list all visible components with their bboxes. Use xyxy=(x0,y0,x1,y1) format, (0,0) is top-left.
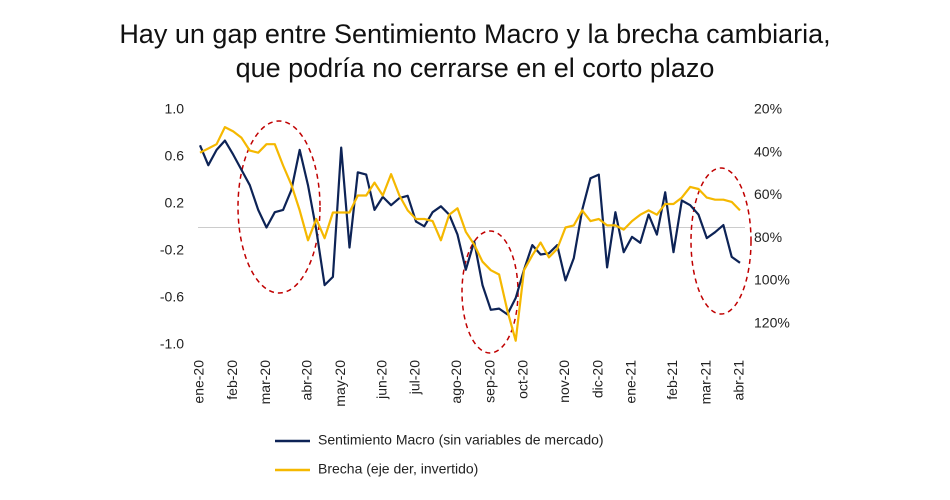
y2-tick-label: 80% xyxy=(754,229,782,245)
x-tick-label: feb-20 xyxy=(224,360,240,400)
series-line xyxy=(199,126,741,342)
ellipse xyxy=(237,120,321,294)
y-tick-label: -0.2 xyxy=(160,242,184,258)
x-tick-label: jun-20 xyxy=(373,360,389,400)
x-tick-label: dic-20 xyxy=(589,360,605,398)
y-tick-label: 0.2 xyxy=(165,195,185,211)
chart-title: Hay un gap entre Sentimiento Macro y la … xyxy=(119,19,830,49)
legend-label: Brecha (eje der, invertido) xyxy=(318,461,478,477)
highlight-ellipses xyxy=(237,120,752,354)
legend-label: Sentimiento Macro (sin variables de merc… xyxy=(318,432,604,448)
x-tick-label: ago-20 xyxy=(448,360,464,404)
y-tick-label: 1.0 xyxy=(165,101,185,117)
x-tick-label: feb-21 xyxy=(664,360,680,400)
y2-tick-label: 20% xyxy=(754,101,782,117)
y-tick-label: 0.6 xyxy=(165,148,185,164)
x-tick-label: jul-20 xyxy=(407,360,423,395)
y2-tick-label: 60% xyxy=(754,186,782,202)
x-tick-label: sep-20 xyxy=(481,360,497,403)
ellipse xyxy=(690,167,752,315)
x-tick-label: ene-21 xyxy=(623,360,639,404)
x-tick-label: oct-20 xyxy=(515,360,531,399)
x-tick-label: ene-20 xyxy=(191,360,207,404)
y2-tick-label: 40% xyxy=(754,143,782,159)
x-tick-label: mar-21 xyxy=(697,360,713,405)
x-tick-label: nov-20 xyxy=(556,360,572,403)
x-tick-label: may-20 xyxy=(332,360,348,407)
y-tick-label: -0.6 xyxy=(160,289,184,305)
x-tick-label: abr-20 xyxy=(299,360,315,401)
series-line xyxy=(198,139,741,316)
x-tick-label: mar-20 xyxy=(257,360,273,405)
y-tick-label: -1.0 xyxy=(160,336,184,352)
y2-tick-label: 120% xyxy=(754,314,790,330)
chart-title: que podría no cerrarse en el corto plazo xyxy=(236,53,715,83)
y2-tick-label: 100% xyxy=(754,272,790,288)
ellipse xyxy=(461,230,519,354)
x-tick-label: abr-21 xyxy=(731,360,747,401)
